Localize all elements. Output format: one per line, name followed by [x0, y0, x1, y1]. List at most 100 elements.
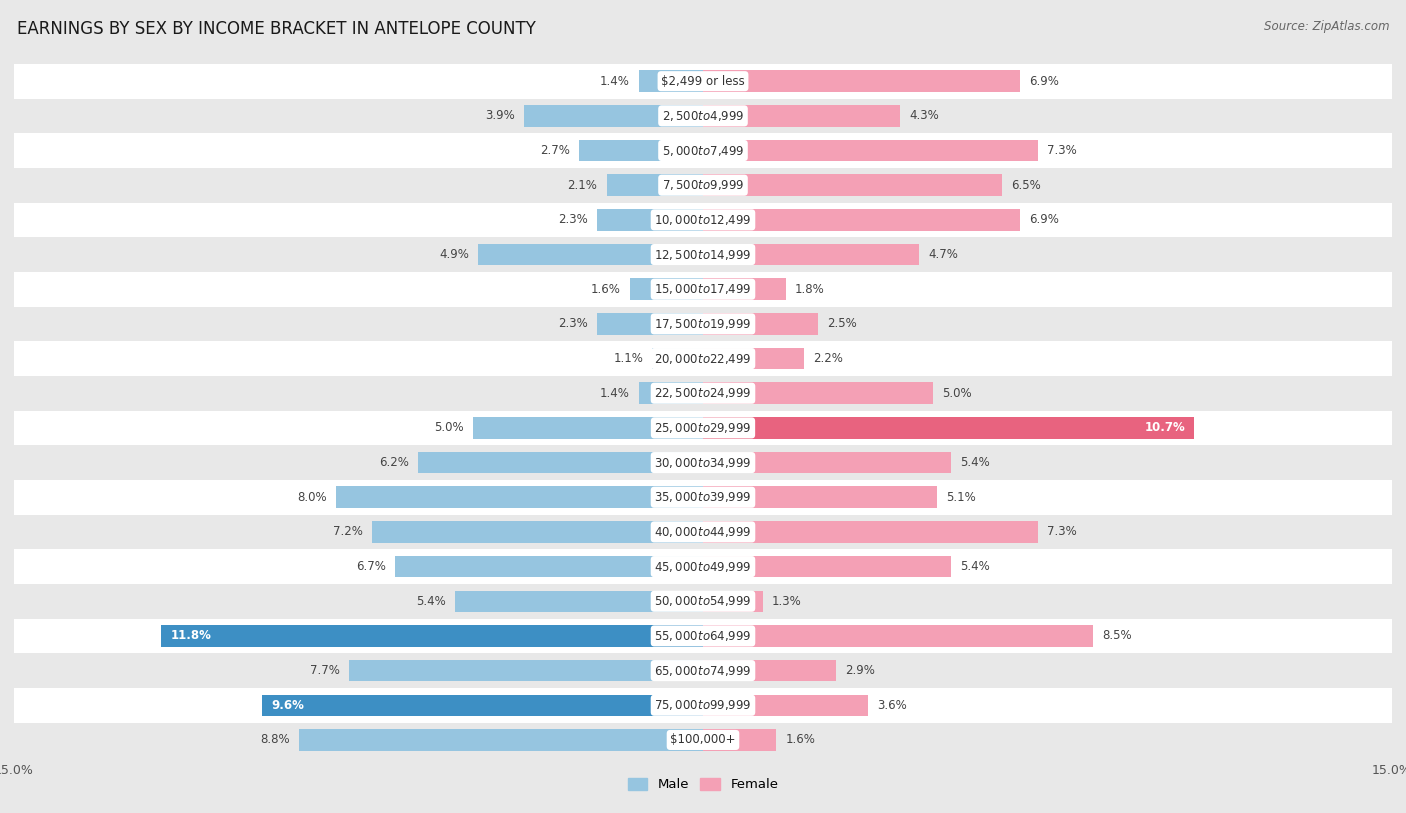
Text: 2.3%: 2.3% — [558, 213, 588, 226]
Text: 9.6%: 9.6% — [271, 699, 304, 711]
Bar — [524, 105, 703, 127]
Text: $35,000 to $39,999: $35,000 to $39,999 — [654, 490, 752, 504]
Bar — [349, 660, 703, 681]
Text: 5.4%: 5.4% — [960, 456, 990, 469]
Bar — [14, 202, 1392, 237]
Bar — [262, 694, 703, 716]
Bar — [14, 688, 1392, 723]
Text: 2.1%: 2.1% — [568, 179, 598, 192]
Text: $40,000 to $44,999: $40,000 to $44,999 — [654, 525, 752, 539]
Bar — [703, 244, 920, 265]
Text: $75,000 to $99,999: $75,000 to $99,999 — [654, 698, 752, 712]
Text: 6.9%: 6.9% — [1029, 75, 1059, 88]
Bar — [703, 382, 932, 404]
Bar — [703, 556, 950, 577]
Bar — [703, 140, 1038, 161]
Text: 11.8%: 11.8% — [170, 629, 211, 642]
Text: $2,500 to $4,999: $2,500 to $4,999 — [662, 109, 744, 123]
Text: 1.6%: 1.6% — [591, 283, 620, 296]
Text: 5.1%: 5.1% — [946, 491, 976, 504]
Text: 15.0%: 15.0% — [1372, 763, 1406, 776]
Bar — [703, 625, 1094, 646]
Bar — [703, 486, 938, 508]
Text: $17,500 to $19,999: $17,500 to $19,999 — [654, 317, 752, 331]
Text: 2.7%: 2.7% — [540, 144, 569, 157]
Bar — [703, 660, 837, 681]
Bar — [703, 417, 1195, 439]
Bar — [14, 64, 1392, 98]
Text: 4.7%: 4.7% — [928, 248, 957, 261]
Text: 8.5%: 8.5% — [1102, 629, 1132, 642]
Bar — [299, 729, 703, 750]
Bar — [162, 625, 703, 646]
Text: 15.0%: 15.0% — [0, 763, 34, 776]
Text: 6.2%: 6.2% — [380, 456, 409, 469]
Bar — [14, 480, 1392, 515]
Bar — [630, 279, 703, 300]
Bar — [703, 590, 762, 612]
Text: 1.6%: 1.6% — [786, 733, 815, 746]
Bar — [703, 313, 818, 335]
Bar — [14, 133, 1392, 167]
Bar — [703, 729, 776, 750]
Bar — [418, 452, 703, 473]
Bar — [373, 521, 703, 542]
Bar — [14, 446, 1392, 480]
Text: $45,000 to $49,999: $45,000 to $49,999 — [654, 559, 752, 574]
Text: 6.5%: 6.5% — [1011, 179, 1040, 192]
Text: 5.4%: 5.4% — [960, 560, 990, 573]
Text: $25,000 to $29,999: $25,000 to $29,999 — [654, 421, 752, 435]
Bar — [703, 105, 900, 127]
Bar — [14, 272, 1392, 307]
Bar — [14, 723, 1392, 757]
Text: $22,500 to $24,999: $22,500 to $24,999 — [654, 386, 752, 400]
Bar — [14, 550, 1392, 584]
Legend: Male, Female: Male, Female — [623, 772, 783, 797]
Bar — [703, 452, 950, 473]
Text: 8.8%: 8.8% — [260, 733, 290, 746]
Text: 1.8%: 1.8% — [794, 283, 824, 296]
Text: $7,500 to $9,999: $7,500 to $9,999 — [662, 178, 744, 192]
Text: $15,000 to $17,499: $15,000 to $17,499 — [654, 282, 752, 296]
Text: EARNINGS BY SEX BY INCOME BRACKET IN ANTELOPE COUNTY: EARNINGS BY SEX BY INCOME BRACKET IN ANT… — [17, 20, 536, 38]
Bar — [652, 348, 703, 369]
Text: 1.1%: 1.1% — [613, 352, 644, 365]
Bar — [14, 584, 1392, 619]
Bar — [638, 382, 703, 404]
Text: 1.3%: 1.3% — [772, 595, 801, 608]
Text: 2.3%: 2.3% — [558, 317, 588, 330]
Text: 4.3%: 4.3% — [910, 110, 939, 122]
Text: $100,000+: $100,000+ — [671, 733, 735, 746]
Text: 1.4%: 1.4% — [599, 387, 630, 400]
Bar — [606, 175, 703, 196]
Bar — [703, 521, 1038, 542]
Text: 2.9%: 2.9% — [845, 664, 876, 677]
Bar — [703, 694, 869, 716]
Text: 3.9%: 3.9% — [485, 110, 515, 122]
Text: $55,000 to $64,999: $55,000 to $64,999 — [654, 629, 752, 643]
Text: $65,000 to $74,999: $65,000 to $74,999 — [654, 663, 752, 677]
Text: 4.9%: 4.9% — [439, 248, 468, 261]
Bar — [456, 590, 703, 612]
Bar — [598, 313, 703, 335]
Text: $12,500 to $14,999: $12,500 to $14,999 — [654, 247, 752, 262]
Text: $50,000 to $54,999: $50,000 to $54,999 — [654, 594, 752, 608]
Text: 5.4%: 5.4% — [416, 595, 446, 608]
Text: 7.2%: 7.2% — [333, 525, 363, 538]
Bar — [638, 71, 703, 92]
Text: 5.0%: 5.0% — [942, 387, 972, 400]
Text: 2.5%: 2.5% — [827, 317, 856, 330]
Bar — [598, 209, 703, 231]
Text: 7.7%: 7.7% — [311, 664, 340, 677]
Text: 6.9%: 6.9% — [1029, 213, 1059, 226]
Text: $20,000 to $22,499: $20,000 to $22,499 — [654, 351, 752, 366]
Bar — [336, 486, 703, 508]
Bar — [703, 175, 1001, 196]
Bar — [579, 140, 703, 161]
Text: 5.0%: 5.0% — [434, 421, 464, 434]
Text: Source: ZipAtlas.com: Source: ZipAtlas.com — [1264, 20, 1389, 33]
Bar — [703, 348, 804, 369]
Text: $30,000 to $34,999: $30,000 to $34,999 — [654, 455, 752, 470]
Bar — [14, 376, 1392, 411]
Text: 10.7%: 10.7% — [1144, 421, 1185, 434]
